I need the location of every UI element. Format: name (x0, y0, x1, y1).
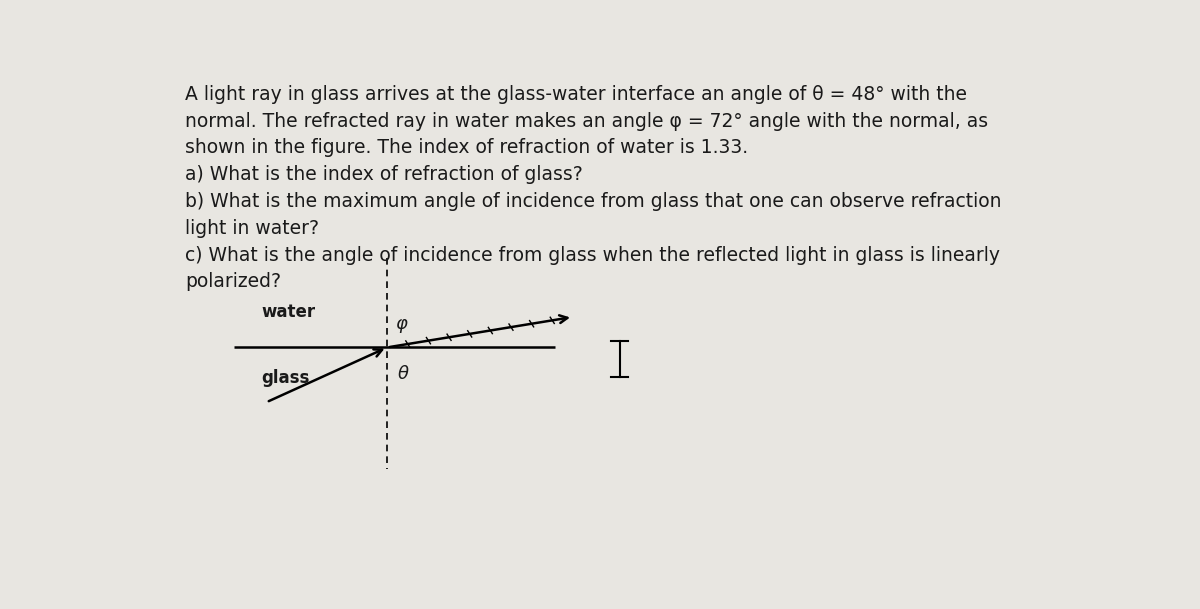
Text: glass: glass (262, 369, 310, 387)
Text: A light ray in glass arrives at the glass-water interface an angle of θ = 48° wi: A light ray in glass arrives at the glas… (185, 85, 1002, 291)
Text: water: water (262, 303, 316, 321)
Text: θ: θ (397, 365, 408, 383)
Text: φ: φ (396, 315, 407, 333)
